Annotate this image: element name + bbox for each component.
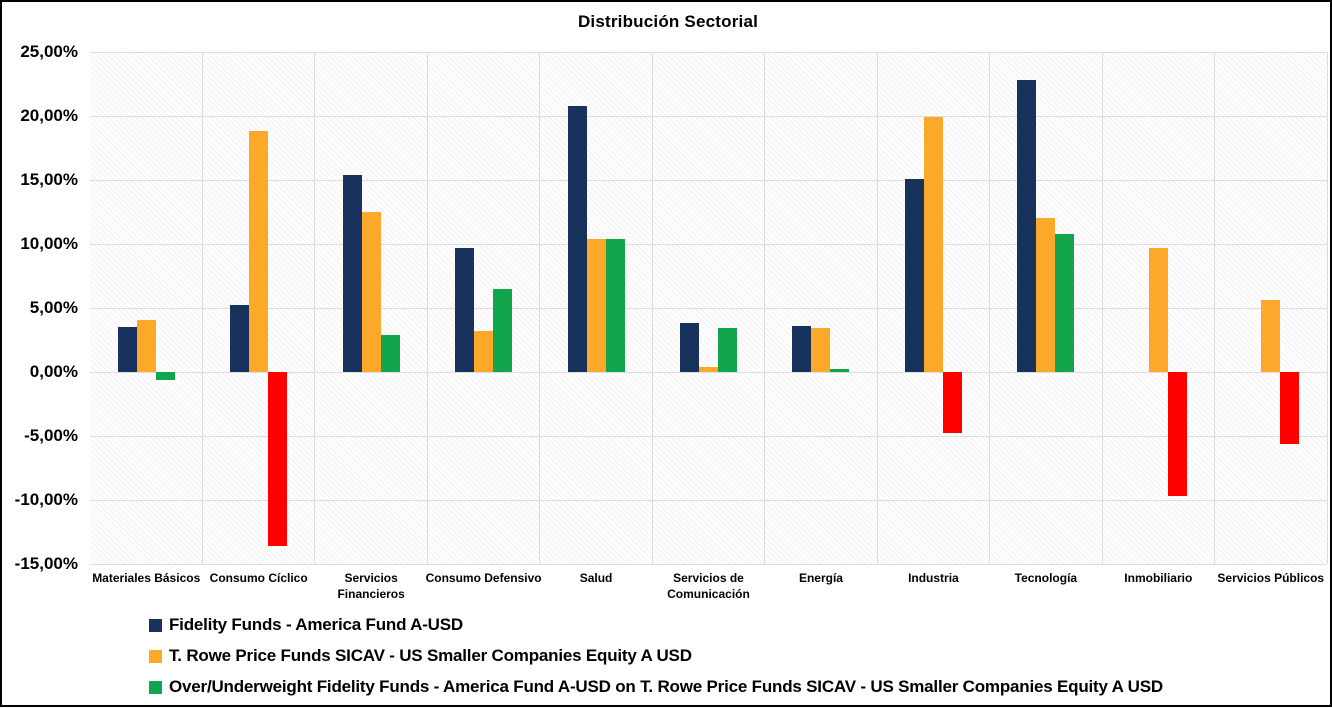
gridline-vertical <box>314 52 316 564</box>
gridline-vertical <box>426 52 428 564</box>
gridline-horizontal <box>90 307 1327 309</box>
bar-series3-10 <box>1167 372 1187 497</box>
gridline-vertical <box>1326 52 1328 564</box>
x-axis-category-label: Consumo Defensivo <box>425 571 542 585</box>
gridline-horizontal <box>90 179 1327 181</box>
bar-series3-2 <box>268 372 288 547</box>
y-axis-tick-label: -10,00% <box>14 490 78 509</box>
gridline-vertical <box>651 52 653 564</box>
y-axis-tick-label: 15,00% <box>20 170 78 189</box>
x-axis-category-label: Consumo Cíclico <box>209 571 308 585</box>
legend-swatch-trowe <box>149 649 162 663</box>
x-axis-category-label: Salud <box>579 571 613 585</box>
x-axis-category-label: Inmobiliario <box>1124 571 1193 585</box>
gridline-horizontal <box>90 499 1327 501</box>
legend-swatch-fidelity <box>149 618 162 632</box>
gridline-horizontal <box>90 371 1327 373</box>
bar-series2-5 <box>586 238 606 372</box>
bar-series3-4 <box>493 288 513 372</box>
bar-series3-3 <box>380 334 400 372</box>
y-axis-tick-label: 10,00% <box>20 234 78 253</box>
bar-series2-10 <box>1148 247 1168 372</box>
bar-series2-1 <box>136 319 156 372</box>
bar-series1-8 <box>904 178 924 372</box>
x-axis-category-label: Servicios Públicos <box>1217 571 1325 585</box>
bar-series3-7 <box>830 369 850 372</box>
bar-series1-2 <box>230 305 250 372</box>
gridline-vertical <box>989 52 991 564</box>
bar-series2-7 <box>811 328 831 372</box>
y-axis-tick-label: 20,00% <box>20 106 78 125</box>
gridline-vertical <box>764 52 766 564</box>
bar-series1-9 <box>1017 80 1037 372</box>
y-axis-tick-label: 5,00% <box>29 298 78 317</box>
bar-series1-4 <box>455 247 475 372</box>
gridline-vertical <box>1214 52 1216 564</box>
gridline-vertical <box>201 52 203 564</box>
y-axis-tick-label: 25,00% <box>20 42 78 61</box>
bar-series3-11 <box>1280 372 1300 444</box>
gridline-horizontal <box>90 51 1327 53</box>
gridline-horizontal <box>90 563 1327 565</box>
bar-series2-6 <box>699 366 718 372</box>
gridline-horizontal <box>90 435 1327 437</box>
gridline-vertical <box>1101 52 1103 564</box>
legend-label: T. Rowe Price Funds SICAV - US Smaller C… <box>169 646 692 665</box>
bar-series1-3 <box>342 174 362 372</box>
bar-series2-8 <box>923 117 943 372</box>
x-axis-category-label: Materiales Básicos <box>92 571 201 585</box>
gridline-horizontal <box>90 115 1327 117</box>
bar-series3-1 <box>155 372 175 380</box>
gridline-vertical <box>539 52 541 564</box>
y-axis-tick-label: 0,00% <box>29 362 78 381</box>
x-axis-category-label: Energía <box>798 571 843 585</box>
chart-title: Distribución Sectorial <box>577 12 759 31</box>
legend-label: Over/Underweight Fidelity Funds - Americ… <box>169 677 1163 696</box>
y-axis-tick-label: -5,00% <box>24 426 78 445</box>
bar-series2-4 <box>474 331 494 372</box>
legend-label: Fidelity Funds - America Fund A-USD <box>169 615 463 634</box>
bar-series2-9 <box>1036 218 1056 372</box>
gridline-vertical <box>876 52 878 564</box>
x-axis-category-label: Servicios Financieros <box>337 571 405 602</box>
bar-series3-8 <box>942 372 962 434</box>
x-axis-category-label: Tecnología <box>1014 571 1078 585</box>
plot-area <box>90 51 1328 565</box>
bar-series1-5 <box>567 105 587 372</box>
y-axis-tick-label: -15,00% <box>14 554 78 573</box>
bar-series1-6 <box>680 323 699 372</box>
legend-item: T. Rowe Price Funds SICAV - US Smaller C… <box>149 646 1163 666</box>
legend-item: Over/Underweight Fidelity Funds - Americ… <box>149 677 1163 697</box>
bar-series2-2 <box>249 131 269 372</box>
legend-swatch-overunderweight <box>149 680 162 694</box>
bar-series1-1 <box>117 327 137 372</box>
legend: Fidelity Funds - America Fund A-USD T. R… <box>149 615 1163 708</box>
bar-series2-11 <box>1261 300 1281 372</box>
gridline-horizontal <box>90 243 1327 245</box>
bar-series3-5 <box>605 238 625 372</box>
x-axis-category-label: Industria <box>908 571 959 585</box>
x-axis-category-label: Servicios de Comunicación <box>667 571 750 602</box>
bar-series3-6 <box>718 328 737 372</box>
bar-series2-3 <box>361 212 381 372</box>
bar-series3-9 <box>1055 233 1075 372</box>
legend-item: Fidelity Funds - America Fund A-USD <box>149 615 1163 635</box>
bar-series1-7 <box>792 325 812 372</box>
